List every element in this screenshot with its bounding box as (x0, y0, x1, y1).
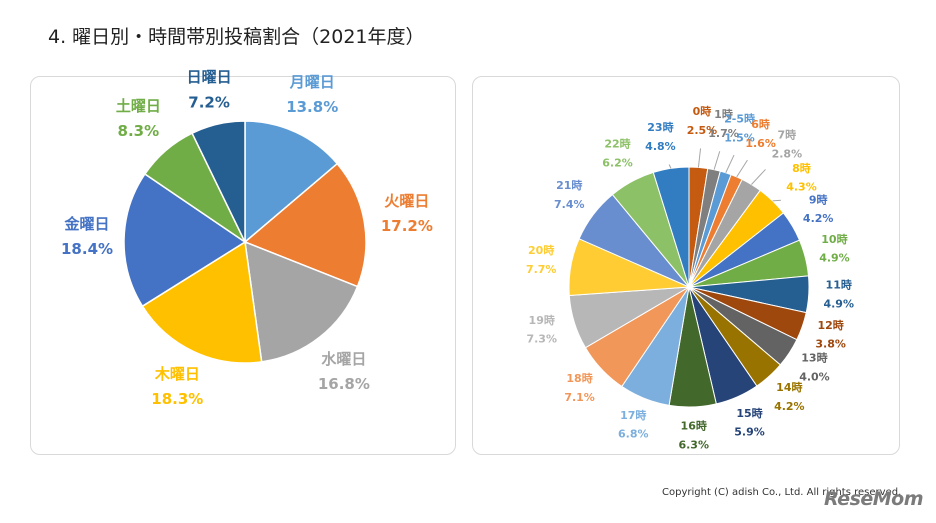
value-label-5: 2.8% (772, 147, 803, 160)
value-label-12: 4.2% (774, 400, 805, 413)
value-label-13: 5.9% (734, 426, 765, 439)
category-label-3: 水曜日 (321, 350, 366, 368)
category-label-8: 10時 (821, 232, 847, 246)
value-label-6: 8.3% (118, 122, 160, 140)
value-label-3: 1.5% (724, 131, 755, 144)
pie-slice-2 (243, 162, 367, 288)
category-label-6: 8時 (792, 161, 811, 175)
leader-line-5 (751, 169, 766, 185)
page-title: 4. 曜日別・時間帯別投稿割合（2021年度） (48, 26, 425, 48)
category-label-18: 20時 (528, 243, 554, 257)
value-label-14: 6.3% (678, 438, 709, 451)
value-label-2: 17.2% (381, 217, 433, 235)
value-label-18: 7.7% (526, 263, 557, 276)
value-label-5: 18.4% (61, 240, 113, 258)
hour-chart-panel: 0時 2.5% 1時 1.7% 2-5時 1.5% 6時 1.6% 7時 2.8% 8時 4.3% 9時… (472, 76, 900, 455)
pie-slice-7 (191, 120, 246, 243)
pie-slice-21 (652, 166, 690, 288)
category-label-6: 土曜日 (116, 97, 161, 115)
weekday-chart-panel: 月曜日 13.8% 火曜日 17.2% 水曜日 16.8% 木曜日 18.3% 金曜日 18.4%… (30, 68, 456, 455)
category-label-11: 13時 (801, 351, 827, 365)
leader-line-2 (713, 151, 721, 170)
value-label-7: 7.2% (188, 93, 230, 111)
value-label-16: 7.1% (564, 391, 595, 404)
value-label-17: 7.3% (526, 333, 557, 346)
weekday-pie-chart: 月曜日 13.8% 火曜日 17.2% 水曜日 16.8% 木曜日 18.3% 金曜日 18.4%… (61, 68, 433, 408)
value-label-11: 4.0% (799, 371, 830, 384)
value-label-10: 3.8% (815, 338, 846, 351)
hour-pie-chart: 0時 2.5% 1時 1.7% 2-5時 1.5%6時 1.6%7時 2.8%8時 4.3%9時… (526, 104, 854, 451)
copyright-text: Copyright (C) adish Co., Ltd. All rights… (662, 487, 902, 498)
category-label-2: 火曜日 (384, 192, 429, 210)
category-label-15: 17時 (620, 408, 646, 422)
category-label-17: 19時 (529, 313, 555, 327)
leader-line-1 (697, 148, 702, 168)
pie-slice-5 (123, 172, 247, 308)
leader-line-3 (725, 154, 735, 173)
pie-slice-4 (141, 240, 263, 364)
value-label-9: 4.9% (823, 298, 854, 311)
category-label-7: 日曜日 (187, 68, 232, 86)
category-label-5: 金曜日 (64, 215, 110, 233)
category-label-3: 2-5時 (724, 111, 755, 125)
category-label-1: 0時 (693, 104, 712, 118)
category-label-13: 15時 (736, 406, 762, 420)
category-label-5: 7時 (778, 128, 797, 142)
category-label-1: 月曜日 (289, 73, 335, 91)
value-label-2: 1.7% (708, 127, 739, 140)
value-label-1: 13.8% (286, 98, 338, 116)
value-label-4: 1.6% (745, 137, 776, 150)
category-label-16: 18時 (566, 371, 592, 385)
value-label-15: 6.8% (618, 428, 649, 441)
category-label-10: 12時 (818, 318, 844, 332)
category-label-9: 11時 (826, 278, 852, 292)
value-label-3: 16.8% (318, 375, 370, 393)
category-label-4: 6時 (751, 117, 770, 131)
category-label-2: 1時 (714, 107, 733, 121)
value-label-4: 18.3% (151, 390, 203, 408)
resemom-watermark: ReseMom (824, 488, 924, 510)
leader-line-6 (772, 199, 781, 202)
category-label-20: 22時 (604, 137, 630, 151)
category-label-7: 9時 (809, 192, 828, 206)
value-label-8: 4.9% (819, 252, 850, 265)
leader-line-4 (736, 159, 748, 178)
category-label-19: 21時 (556, 178, 582, 192)
leader-line-21 (668, 164, 672, 169)
category-label-12: 14時 (776, 380, 802, 394)
value-label-19: 7.4% (554, 198, 585, 211)
category-label-4: 木曜日 (154, 365, 200, 383)
pie-slice-3 (244, 240, 359, 363)
category-label-21: 23時 (647, 120, 673, 134)
value-label-1: 2.5% (687, 124, 718, 137)
value-label-20: 6.2% (602, 156, 633, 169)
value-label-6: 4.3% (786, 181, 817, 194)
pie-slice-1 (244, 120, 339, 244)
category-label-14: 16時 (681, 418, 707, 432)
value-label-21: 4.8% (645, 140, 676, 153)
value-label-7: 4.2% (803, 212, 834, 225)
